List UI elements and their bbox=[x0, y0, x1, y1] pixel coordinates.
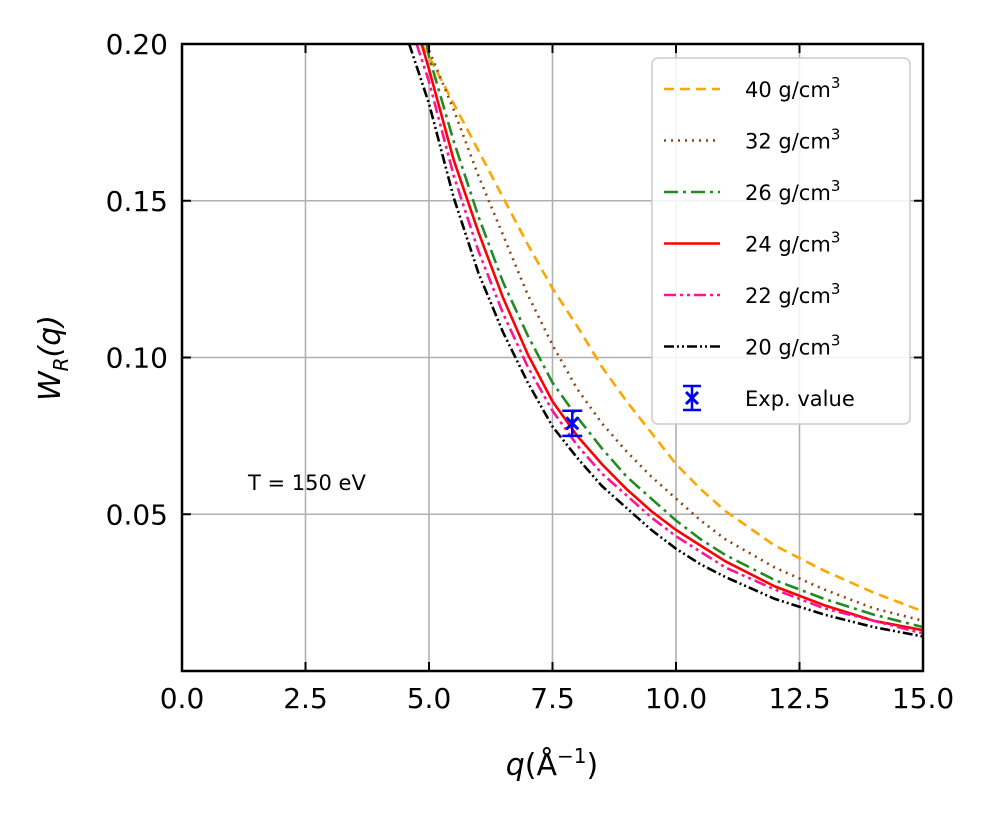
series-line-5 bbox=[407, 44, 923, 638]
x-tick-label: 10.0 bbox=[645, 682, 707, 715]
x-axis-label: q(Å−1) bbox=[506, 744, 599, 783]
series-line-2 bbox=[425, 44, 923, 629]
series-line-0 bbox=[420, 44, 923, 613]
x-tick-label: 0.0 bbox=[160, 682, 205, 715]
x-tick-label: 15.0 bbox=[892, 682, 954, 715]
legend-label-5: 20 g/cm3 bbox=[745, 332, 840, 360]
y-tick-label: 0.05 bbox=[106, 498, 168, 531]
legend-label-exp: Exp. value bbox=[745, 387, 855, 411]
legend-label-0: 40 g/cm3 bbox=[745, 74, 840, 102]
legend-label-4: 22 g/cm3 bbox=[745, 280, 840, 308]
x-tick-label: 5.0 bbox=[407, 682, 452, 715]
legend-label-3: 24 g/cm3 bbox=[745, 229, 840, 257]
annotation-temperature: T = 150 eV bbox=[247, 471, 366, 495]
y-axis-label: WR(q) bbox=[33, 315, 73, 401]
legend: 40 g/cm3 32 g/cm3 26 g/cm3 24 g/cm3 22 g/cm3… bbox=[651, 57, 911, 425]
y-tick-label: 0.15 bbox=[106, 185, 168, 218]
y-tick-label: 0.20 bbox=[106, 28, 168, 61]
y-tick-label: 0.10 bbox=[106, 342, 168, 375]
legend-label-1: 32 g/cm3 bbox=[745, 126, 840, 154]
x-tick-label: 7.5 bbox=[530, 682, 575, 715]
x-tick-label: 12.5 bbox=[768, 682, 830, 715]
series-layer bbox=[407, 44, 923, 638]
legend-box bbox=[651, 57, 911, 425]
x-tick-label: 2.5 bbox=[283, 682, 328, 715]
series-line-3 bbox=[420, 44, 923, 632]
legend-label-2: 26 g/cm3 bbox=[745, 177, 840, 205]
exp-marker bbox=[565, 416, 580, 431]
experiment-layer bbox=[562, 409, 583, 438]
legend-swatch-exp bbox=[683, 384, 701, 412]
ticks: 0.0 2.5 5.0 7.5 10.0 12.5 15.0 0.05 0.10 0.15 0.20 bbox=[106, 28, 955, 715]
series-line-4 bbox=[415, 44, 923, 635]
